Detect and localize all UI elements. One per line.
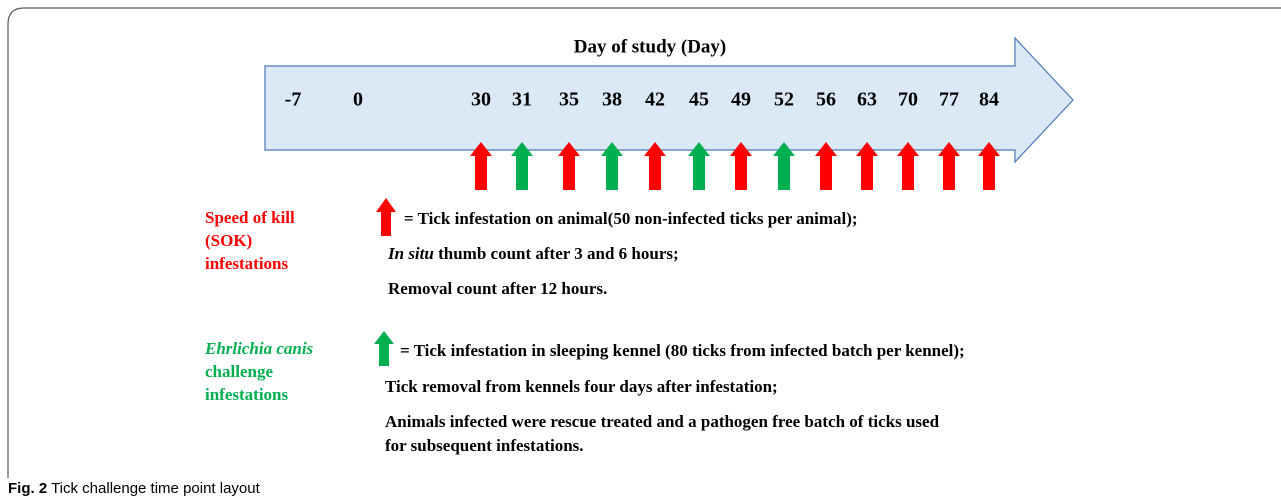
tick-arrow	[938, 142, 960, 190]
day-label: -7	[285, 89, 302, 111]
tick-arrow	[511, 142, 533, 190]
ec-note: for subsequent infestations.	[385, 436, 584, 455]
day-label: 63	[857, 89, 877, 111]
tick-arrow	[470, 142, 492, 190]
red-arrow-icon	[376, 198, 396, 236]
caption-text: Tick challenge time point layout	[47, 480, 260, 497]
day-label: 56	[816, 89, 836, 111]
tick-arrow	[815, 142, 837, 190]
ec-note: Tick removal from kennels four days afte…	[385, 377, 778, 396]
day-label: 45	[689, 89, 709, 111]
ec-key: = Tick infestation in sleeping kennel (8…	[400, 341, 965, 360]
tick-arrow	[558, 142, 580, 190]
tick-arrow	[897, 142, 919, 190]
day-label: 35	[559, 89, 579, 111]
days: -7 0 30 31 35 38 42 45 49 52 56 63 70 77 84	[285, 89, 999, 111]
day-label: 70	[898, 89, 918, 111]
italic: In situ	[387, 244, 434, 263]
day-label: 77	[939, 89, 959, 111]
day-label: 0	[353, 89, 363, 111]
day-label: 52	[774, 89, 794, 111]
sok-note: Removal count after 12 hours.	[388, 279, 607, 298]
timeline-title: Day of study (Day)	[574, 36, 727, 57]
tick-arrow	[688, 142, 710, 190]
day-label: 38	[602, 89, 622, 111]
day-label: 30	[471, 89, 491, 111]
sok-key: = Tick infestation on animal(50 non-infe…	[404, 209, 858, 228]
caption-label: Fig. 2	[8, 480, 47, 497]
sok-label: (SOK)	[205, 231, 252, 250]
ec-label: Ehrlichia canis	[204, 339, 314, 358]
text: thumb count after 3 and 6 hours;	[434, 244, 679, 263]
day-label: 49	[731, 89, 751, 111]
tick-arrow	[601, 142, 623, 190]
caption: Fig. 2 Tick challenge time point layout	[8, 480, 261, 497]
frame	[7, 7, 1281, 478]
tick-arrow	[856, 142, 878, 190]
green-arrow-icon	[374, 331, 394, 366]
tick-arrow	[773, 142, 795, 190]
tick-arrow	[730, 142, 752, 190]
tick-arrows	[470, 142, 1000, 190]
timeline-arrow	[264, 36, 1074, 164]
ec-label: challenge	[205, 362, 273, 381]
sok-note: In situ thumb count after 3 and 6 hours;	[387, 244, 679, 263]
day-label: 42	[645, 89, 665, 111]
day-label: 84	[979, 89, 999, 111]
sok-label: Speed of kill	[205, 208, 295, 227]
tick-arrow	[978, 142, 1000, 190]
ec-label: infestations	[205, 385, 289, 404]
ec-note: Animals infected were rescue treated and…	[385, 412, 940, 431]
day-label: 31	[512, 89, 532, 111]
tick-arrow	[644, 142, 666, 190]
sok-label: infestations	[205, 254, 289, 273]
